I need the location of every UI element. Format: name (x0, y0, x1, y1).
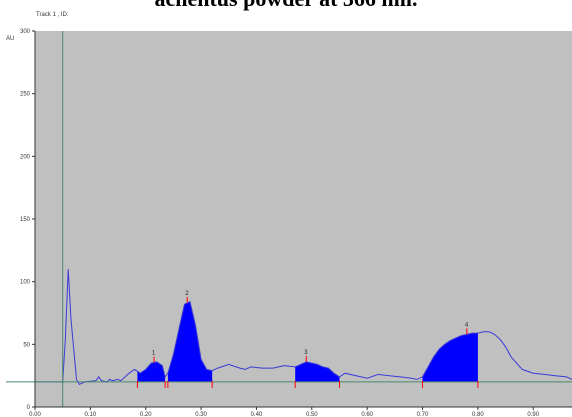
x-tick-label: 0.00 (29, 412, 41, 417)
y-tick-label: 100 (20, 280, 31, 286)
y-tick-label: 50 (23, 342, 30, 348)
y-tick-label: 300 (20, 29, 31, 35)
peak-label-3: 3 (304, 350, 308, 356)
x-tick-label: 0.30 (195, 412, 207, 417)
x-tick-label: 0.50 (306, 412, 318, 417)
peak-label-4: 4 (465, 322, 469, 328)
peak-area-1 (137, 361, 166, 382)
x-tick-label: 0.90 (527, 412, 539, 417)
x-tick-label: 0.80 (472, 412, 484, 417)
x-tick-label: 0.10 (85, 412, 97, 417)
figure-caption: achentus powder at 366 nm. (0, 0, 572, 12)
peak-markers: 1 2 3 4 (136, 291, 479, 388)
peak-label-1: 1 (152, 351, 156, 357)
chromatogram-trace (35, 269, 572, 386)
x-tick-label: 0.60 (361, 412, 373, 417)
peak-label-2: 2 (185, 291, 189, 297)
x-tick-label: 0.70 (417, 412, 429, 417)
y-tick-label: 250 (20, 92, 31, 98)
peak-area-4 (422, 333, 478, 382)
axes: 0 50 100 150 200 250 300 0.00 0.10 0.20 0.30 0.40 0.… (20, 29, 572, 417)
peak-area-3 (295, 361, 340, 382)
y-tick-label: 150 (20, 217, 31, 223)
x-tick-label: 0.40 (251, 412, 263, 417)
y-tick-label: 200 (20, 154, 31, 160)
peak-fills (137, 301, 478, 382)
y-axis-unit-label: AU (6, 36, 14, 42)
y-tick-label: 0 (27, 405, 31, 411)
peak-area-2 (167, 301, 213, 382)
plot-area (35, 31, 572, 407)
x-tick-label: 0.20 (140, 412, 152, 417)
track-label: Track 1 , ID: (36, 12, 69, 18)
